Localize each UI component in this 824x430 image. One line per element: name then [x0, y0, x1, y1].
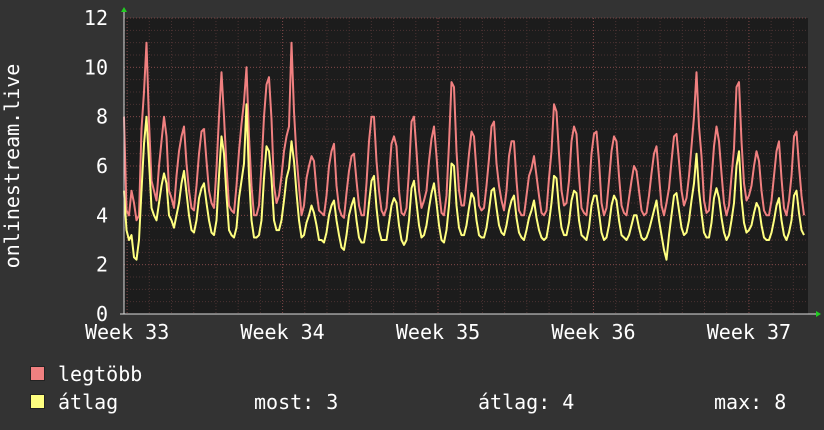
y-tick-label: 4 [96, 203, 108, 227]
axes [120, 7, 821, 317]
x-tick-label: Week 35 [396, 320, 480, 344]
tick-labels: 0 2 4 6 8 10 12 Week 33 Week 34 Week 35 Week 36 Wee… [84, 6, 791, 344]
x-tick-label: Week 36 [551, 320, 635, 344]
y-tick-label: 10 [84, 55, 108, 79]
x-tick-label: Week 34 [240, 320, 324, 344]
y-tick-label: 6 [96, 154, 108, 178]
legend-row-max: legtöbb [30, 360, 810, 388]
y-axis-label: onlinestream.live [0, 64, 24, 269]
y-tick-label: 2 [96, 253, 108, 277]
legend-swatch-avg [30, 394, 45, 409]
legend-label-avg: átlag [58, 390, 119, 414]
series-layer [123, 41, 805, 261]
x-tick-label: Week 33 [85, 320, 169, 344]
series-line-avg [123, 103, 805, 261]
x-tick-label: Week 37 [707, 320, 791, 344]
stat-average: átlag: 4 [478, 390, 575, 414]
legend: legtöbb átlag most: 3 átlag: 4 max: 8 [30, 360, 810, 416]
x-axis-arrow [816, 311, 821, 317]
legend-label-max: legtöbb [58, 362, 143, 386]
stat-maximum: max: 8 [714, 390, 787, 414]
series-line-max [123, 41, 805, 222]
legend-swatch-max [30, 366, 45, 381]
stat-current: most: 3 [254, 390, 339, 414]
legend-row-avg: átlag most: 3 átlag: 4 max: 8 [30, 388, 810, 416]
y-tick-label: 12 [84, 6, 108, 30]
y-tick-label: 8 [96, 105, 108, 129]
y-tick-label: 0 [96, 302, 108, 326]
y-axis-arrow [121, 7, 127, 12]
